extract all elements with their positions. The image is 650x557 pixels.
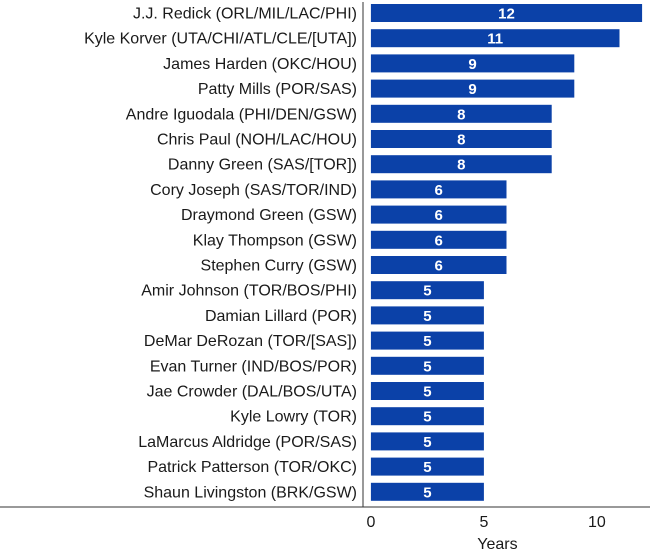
category-label: James Harden (OKC/HOU) <box>163 56 357 73</box>
bar <box>370 281 484 300</box>
x-tick-label: 0 <box>366 514 375 531</box>
x-ticks: 0 5 10 <box>366 514 605 531</box>
data-label: 8 <box>457 132 465 149</box>
bar <box>370 29 620 48</box>
category-label: Kyle Lowry (TOR) <box>230 409 357 426</box>
bar <box>370 457 484 476</box>
category-label: Chris Paul (NOH/LAC/HOU) <box>157 132 357 149</box>
data-label: 5 <box>423 283 431 300</box>
category-label: J.J. Redick (ORL/MIL/LAC/PHI) <box>133 6 357 23</box>
category-label: Kyle Korver (UTA/CHI/ATL/CLE/[UTA]) <box>84 31 357 48</box>
data-label: 12 <box>498 6 515 23</box>
bar <box>370 230 507 249</box>
bar <box>370 256 507 274</box>
bar <box>370 306 484 325</box>
data-label: 6 <box>435 258 443 275</box>
category-label: Stephen Curry (GSW) <box>201 258 357 275</box>
bar <box>370 180 507 199</box>
bar <box>370 432 484 451</box>
data-label: 5 <box>423 333 431 350</box>
category-label: Evan Turner (IND/BOS/POR) <box>150 358 357 375</box>
category-label: Danny Green (SAS/[TOR]) <box>168 157 357 174</box>
category-label: Draymond Green (GSW) <box>181 207 357 224</box>
bar <box>370 79 575 98</box>
bar <box>370 205 507 224</box>
category-label: Patty Mills (POR/SAS) <box>198 81 357 98</box>
data-label: 5 <box>423 358 431 375</box>
category-label: DeMar DeRozan (TOR/[SAS]) <box>144 333 357 350</box>
bar <box>370 104 552 123</box>
bar <box>370 407 484 426</box>
data-label: 9 <box>468 81 476 98</box>
data-label: 5 <box>423 308 431 325</box>
category-labels: J.J. Redick (ORL/MIL/LAC/PHI) Kyle Korver… <box>84 6 357 502</box>
bar <box>370 54 575 73</box>
bar <box>370 382 484 400</box>
data-label: 5 <box>423 484 431 501</box>
bar <box>370 4 643 22</box>
data-label: 9 <box>468 56 476 73</box>
data-label: 5 <box>423 459 431 476</box>
bar <box>370 130 552 148</box>
data-label: 11 <box>487 31 503 48</box>
bar <box>370 155 552 174</box>
category-label: Jae Crowder (DAL/BOS/UTA) <box>147 384 357 401</box>
category-label: Shaun Livingston (BRK/GSW) <box>144 484 357 501</box>
x-tick-label: 10 <box>588 514 606 531</box>
category-label: Cory Joseph (SAS/TOR/IND) <box>150 182 357 199</box>
data-label: 6 <box>435 232 443 249</box>
x-tick-label: 5 <box>479 514 488 531</box>
category-label: LaMarcus Aldridge (POR/SAS) <box>138 434 357 451</box>
data-label: 8 <box>457 157 465 174</box>
data-label: 6 <box>435 207 443 224</box>
bar <box>370 482 484 501</box>
category-label: Klay Thompson (GSW) <box>193 232 357 249</box>
data-label: 6 <box>435 182 443 199</box>
data-label: 5 <box>423 409 431 426</box>
category-label: Damian Lillard (POR) <box>205 308 357 325</box>
category-label: Andre Iguodala (PHI/DEN/GSW) <box>126 106 357 123</box>
category-label: Patrick Patterson (TOR/OKC) <box>147 459 357 476</box>
data-label: 5 <box>423 384 431 401</box>
bar <box>370 331 484 350</box>
bar <box>370 356 484 375</box>
data-label: 8 <box>457 106 465 123</box>
bars <box>370 4 643 501</box>
data-label: 5 <box>423 434 431 451</box>
x-axis-title: Years <box>477 536 517 553</box>
category-label: Amir Johnson (TOR/BOS/PHI) <box>141 283 357 300</box>
